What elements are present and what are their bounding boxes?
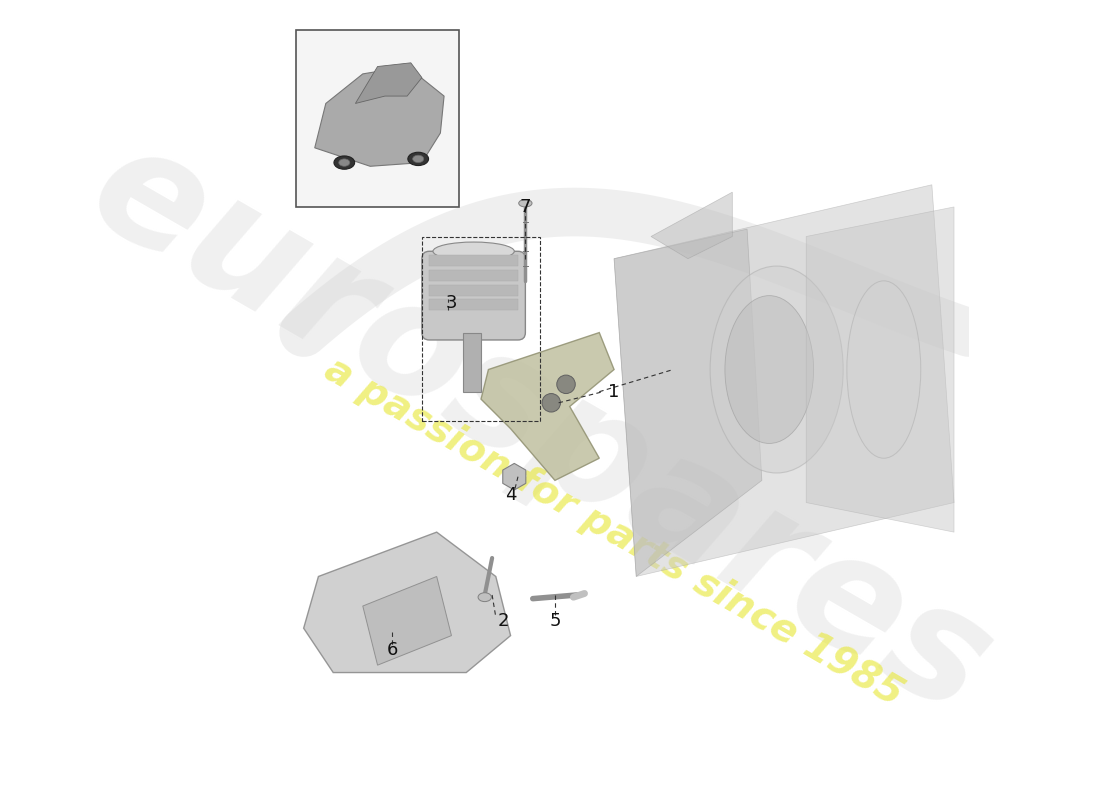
Text: 3: 3 (446, 294, 458, 312)
Text: 6: 6 (387, 642, 398, 659)
Ellipse shape (408, 152, 429, 166)
Ellipse shape (433, 242, 515, 261)
Polygon shape (651, 192, 733, 258)
Polygon shape (806, 207, 954, 532)
Ellipse shape (847, 281, 921, 458)
Polygon shape (503, 463, 526, 490)
Bar (429, 285, 518, 296)
Bar (429, 270, 518, 281)
Ellipse shape (519, 199, 532, 207)
Ellipse shape (478, 593, 492, 602)
Text: 1: 1 (608, 382, 619, 401)
Text: 7: 7 (519, 198, 531, 216)
Bar (429, 255, 518, 266)
Text: a passion for parts since 1985: a passion for parts since 1985 (318, 350, 910, 714)
Ellipse shape (334, 156, 354, 170)
Polygon shape (363, 577, 451, 665)
Text: 4: 4 (505, 486, 516, 504)
Ellipse shape (711, 266, 844, 473)
Ellipse shape (339, 159, 350, 166)
Polygon shape (355, 63, 422, 103)
Ellipse shape (412, 155, 424, 162)
Text: eurospares: eurospares (64, 109, 1016, 748)
Bar (429, 299, 518, 310)
Ellipse shape (557, 375, 575, 394)
Polygon shape (304, 532, 510, 673)
Polygon shape (315, 66, 444, 166)
Polygon shape (481, 333, 614, 480)
Polygon shape (614, 185, 954, 577)
Polygon shape (614, 229, 762, 577)
Text: 5: 5 (549, 612, 561, 630)
Bar (422, 237, 540, 422)
Ellipse shape (725, 296, 814, 443)
Bar (463, 333, 481, 392)
Ellipse shape (542, 394, 561, 412)
FancyBboxPatch shape (422, 251, 526, 340)
Bar (296, 30, 459, 207)
Text: 2: 2 (497, 612, 509, 630)
